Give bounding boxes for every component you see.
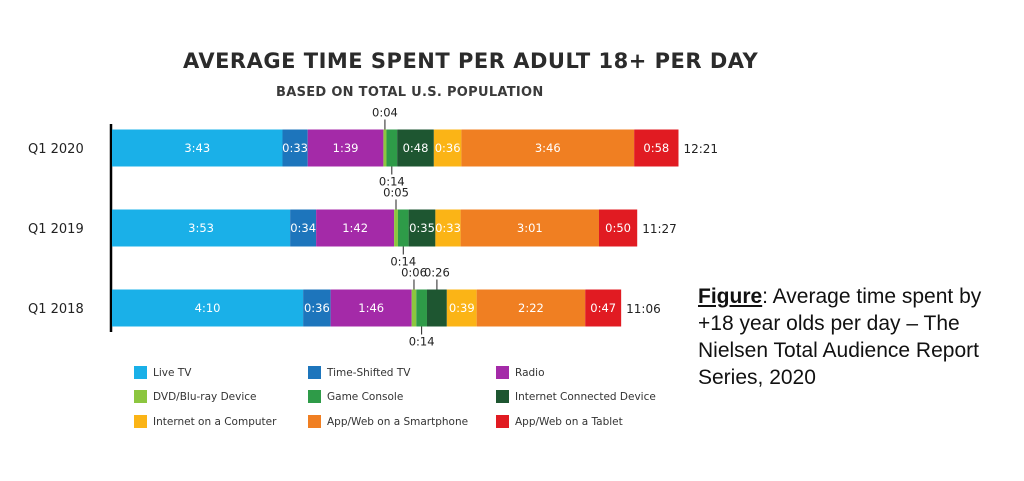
legend-swatch-app-web-on-a-tablet: [496, 415, 509, 428]
total-label-q1-2018: 11:06: [626, 302, 661, 316]
legend-swatch-time-shifted-tv: [308, 366, 321, 379]
total-label-q1-2019: 11:27: [642, 222, 677, 236]
legend-label-radio: Radio: [515, 367, 545, 379]
legend-swatch-radio: [496, 366, 509, 379]
data-label-q1-2019-internet-on-a-computer: 0:33: [435, 221, 461, 235]
bar-q1-2018-internet-on-a-computer: [446, 289, 477, 327]
bar-q1-2020-time-shifted-tv: [282, 129, 308, 167]
data-label-q1-2020-live-tv: 3:43: [184, 141, 210, 155]
data-label-q1-2019-app-web-on-a-tablet: 0:50: [605, 221, 631, 235]
data-label-q1-2019-time-shifted-tv: 0:34: [290, 221, 316, 235]
bar-q1-2020-app-web-on-a-tablet: [634, 129, 679, 167]
data-label-q1-2018-radio: 1:46: [358, 301, 384, 315]
row-label-q1-2020: Q1 2020: [28, 142, 84, 157]
data-label-q1-2020-internet-connected-device: 0:48: [403, 141, 429, 155]
bar-q1-2020-internet-connected-device: [397, 129, 434, 167]
data-label-q1-2020-internet-on-a-computer: 0:36: [435, 141, 461, 155]
data-label-q1-2018-internet-connected-device: 0:26: [424, 266, 450, 280]
bar-q1-2019-app-web-on-a-smartphone: [460, 209, 599, 247]
bar-q1-2020-radio: [307, 129, 384, 167]
data-label-q1-2019-live-tv: 3:53: [188, 221, 214, 235]
bar-q1-2020-live-tv: [112, 129, 283, 167]
bar-q1-2020-game-console: [386, 129, 398, 167]
bar-q1-2019-radio: [316, 209, 395, 247]
legend-label-live-tv: Live TV: [153, 367, 192, 379]
bar-q1-2019-game-console: [397, 209, 409, 247]
legend-label-app-web-on-a-smartphone: App/Web on a Smartphone: [327, 416, 468, 428]
legend-swatch-internet-on-a-computer: [134, 415, 147, 428]
bar-q1-2018-game-console: [416, 289, 427, 327]
bar-q1-2020-internet-on-a-computer: [433, 129, 462, 167]
figure-caption: Figure: Average time spent by +18 year o…: [698, 283, 998, 391]
data-label-q1-2018-internet-on-a-computer: 0:39: [449, 301, 475, 315]
legend-label-dvd-blu-ray-device: DVD/Blu-ray Device: [153, 391, 256, 403]
data-label-q1-2020-time-shifted-tv: 0:33: [282, 141, 308, 155]
bar-q1-2019-internet-connected-device: [408, 209, 436, 247]
data-label-q1-2018-live-tv: 4:10: [195, 301, 221, 315]
legend-label-internet-connected-device: Internet Connected Device: [515, 391, 656, 403]
legend-swatch-dvd-blu-ray-device: [134, 390, 147, 403]
bar-q1-2019-app-web-on-a-tablet: [598, 209, 638, 247]
total-label-q1-2020: 12:21: [683, 142, 718, 156]
chart-title: AVERAGE TIME SPENT PER ADULT 18+ PER DAY: [183, 49, 759, 73]
data-label-q1-2019-game-console: 0:14: [390, 255, 416, 269]
data-label-q1-2020-radio: 1:39: [333, 141, 359, 155]
data-label-q1-2020-app-web-on-a-tablet: 0:58: [643, 141, 669, 155]
legend-label-game-console: Game Console: [327, 391, 403, 403]
data-label-q1-2018-app-web-on-a-tablet: 0:47: [590, 301, 616, 315]
caption-heading: Figure: [698, 285, 763, 308]
bar-q1-2018-internet-connected-device: [426, 289, 447, 327]
legend-swatch-internet-connected-device: [496, 390, 509, 403]
caption-text: : Average time spent by +18 year olds pe…: [698, 285, 982, 389]
data-label-q1-2020-app-web-on-a-smartphone: 3:46: [535, 141, 561, 155]
legend-swatch-live-tv: [134, 366, 147, 379]
bar-q1-2019-live-tv: [112, 209, 291, 247]
legend-swatch-app-web-on-a-smartphone: [308, 415, 321, 428]
data-label-q1-2018-dvd-blu-ray-device: 0:06: [401, 266, 427, 280]
bar-q1-2018-app-web-on-a-tablet: [585, 289, 622, 327]
chart-subtitle: BASED ON TOTAL U.S. POPULATION: [276, 85, 544, 100]
bar-q1-2018-dvd-blu-ray-device: [411, 289, 417, 327]
legend-label-internet-on-a-computer: Internet on a Computer: [153, 416, 277, 428]
data-label-q1-2019-app-web-on-a-smartphone: 3:01: [517, 221, 543, 235]
data-label-q1-2020-dvd-blu-ray-device: 0:04: [372, 106, 398, 120]
bar-q1-2018-radio: [330, 289, 412, 327]
data-label-q1-2018-app-web-on-a-smartphone: 2:22: [518, 301, 544, 315]
bars-layer: Q1 2020 3:43 0:33 1:39 0:04 0:14 0:48 0:36 3:46 0…: [28, 106, 718, 349]
bar-q1-2018-live-tv: [112, 289, 304, 327]
bar-q1-2019-time-shifted-tv: [290, 209, 317, 247]
legend-label-time-shifted-tv: Time-Shifted TV: [326, 367, 411, 379]
data-label-q1-2019-dvd-blu-ray-device: 0:05: [383, 186, 409, 200]
data-label-q1-2020-game-console: 0:14: [379, 175, 405, 189]
row-label-q1-2019: Q1 2019: [28, 222, 84, 237]
data-label-q1-2018-game-console: 0:14: [409, 335, 435, 349]
data-label-q1-2019-internet-connected-device: 0:35: [409, 221, 435, 235]
chart-legend: Live TV Time-Shifted TV Radio DVD/Blu-ray D…: [134, 366, 656, 428]
bar-q1-2020-app-web-on-a-smartphone: [461, 129, 635, 167]
data-label-q1-2018-time-shifted-tv: 0:36: [304, 301, 330, 315]
bar-q1-2019-internet-on-a-computer: [435, 209, 461, 247]
row-label-q1-2018: Q1 2018: [28, 302, 84, 317]
legend-swatch-game-console: [308, 390, 321, 403]
bar-q1-2018-time-shifted-tv: [303, 289, 331, 327]
bar-q1-2018-app-web-on-a-smartphone: [476, 289, 586, 327]
bar-q1-2020-dvd-blu-ray-device: [383, 129, 387, 167]
legend-label-app-web-on-a-tablet: App/Web on a Tablet: [515, 416, 623, 428]
bar-q1-2019-dvd-blu-ray-device: [394, 209, 398, 247]
data-label-q1-2019-radio: 1:42: [342, 221, 368, 235]
